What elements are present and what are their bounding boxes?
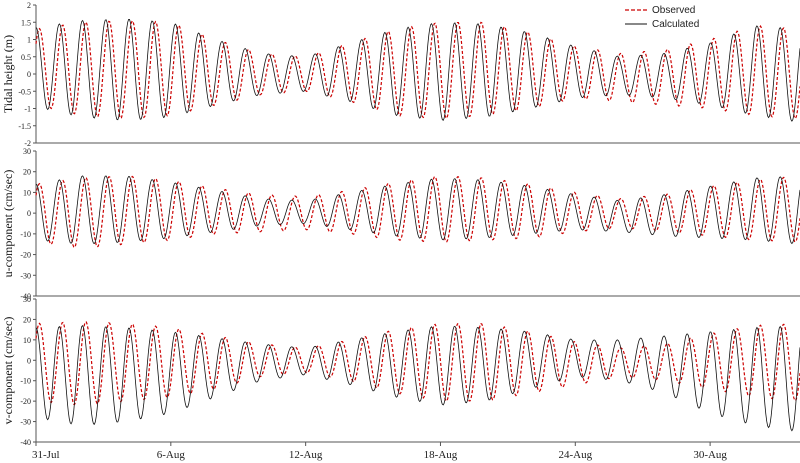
- y-tick-label: 30: [23, 295, 31, 304]
- y-tick-label: 1: [27, 36, 31, 45]
- y-tick-label: 0: [27, 70, 31, 79]
- y-tick-label: 20: [23, 168, 31, 177]
- y-tick-label: 10: [23, 188, 31, 197]
- legend: Observed Calculated: [625, 5, 699, 30]
- y-tick-label: 10: [23, 336, 31, 345]
- x-tick-label: 12-Aug: [289, 449, 323, 461]
- y-tick-label: -0.5: [18, 87, 31, 96]
- tidal-height-ylabel: Tidal height (m): [1, 35, 15, 113]
- y-tick-label: 0: [27, 356, 31, 365]
- x-tick-label: 24-Aug: [558, 449, 592, 461]
- y-tick-label: -10: [20, 377, 31, 386]
- y-tick-label: -20: [20, 397, 31, 406]
- y-tick-label: 1.5: [21, 18, 31, 27]
- y-tick-label: 0: [27, 209, 31, 218]
- y-tick-label: 2: [27, 1, 31, 10]
- tidal-height-panel: -2 -1.5 -1 -0.5 0 0.5 1 1.5 2 Tidal height (m): [1, 1, 800, 148]
- v-component-observed-line: [35, 321, 800, 406]
- y-tick-label: -40: [20, 438, 31, 447]
- tidal-height-observed-line: [35, 19, 800, 120]
- v-component-panel: -40 -30 -20 -10 0 10 20 30 v-component (cm/sec) 3…: [1, 295, 800, 461]
- y-tick-label: -1.5: [18, 122, 31, 131]
- x-tick-label: 18-Aug: [424, 449, 458, 461]
- tidal-height-calculated-line: [35, 18, 800, 122]
- y-tick-label: 30: [23, 147, 31, 156]
- u-component-observed-line: [35, 175, 800, 249]
- u-component-calculated-line: [35, 175, 800, 245]
- legend-calculated-label: Calculated: [652, 19, 699, 30]
- u-component-ylabel: u-component (cm/sec): [1, 170, 15, 278]
- y-tick-label: -20: [20, 251, 31, 260]
- y-tick-label: -30: [20, 271, 31, 280]
- y-tick-label: -40: [20, 292, 31, 301]
- y-tick-label: -1: [24, 105, 31, 114]
- y-tick-label: -10: [20, 230, 31, 239]
- y-tick-label: -2: [24, 139, 31, 148]
- x-tick-label: 31-Jul: [32, 449, 60, 461]
- u-component-panel: -40 -30 -20 -10 0 10 20 30 u-component (cm/sec): [1, 147, 800, 301]
- x-tick-label: 30-Aug: [693, 449, 727, 461]
- y-tick-label: 0.5: [21, 53, 31, 62]
- x-tick-label: 6-Aug: [157, 449, 186, 461]
- legend-observed-label: Observed: [652, 5, 695, 16]
- y-tick-label: 20: [23, 315, 31, 324]
- v-component-ylabel: v-component (cm/sec): [1, 317, 15, 425]
- v-component-calculated-line: [35, 325, 800, 432]
- y-tick-label: -30: [20, 418, 31, 427]
